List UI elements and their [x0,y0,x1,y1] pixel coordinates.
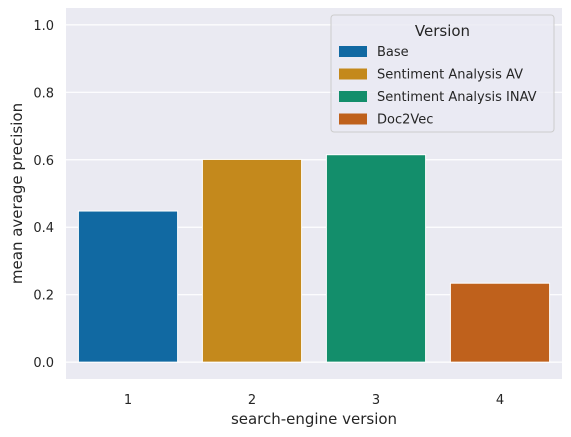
y-tick-label: 0.6 [33,154,54,169]
legend-box [330,14,555,133]
legend-title: Version [415,22,470,40]
y-axis-ticks: 0.0 0.2 0.4 0.6 0.8 1.0 [33,19,54,371]
legend-label: Sentiment Analysis INAV [377,90,537,105]
bars [77,154,551,363]
legend: Version Base Sentiment Analysis AV Sentime… [330,14,555,133]
y-tick-label: 0.2 [33,289,54,304]
bar-2 [201,158,303,363]
y-tick-label: 1.0 [33,19,54,34]
legend-swatch [339,46,367,57]
bar-1 [77,210,179,363]
legend-swatch [339,113,367,125]
x-axis-ticks: 1 2 3 4 [124,393,504,408]
x-axis-label: search-engine version [231,410,397,428]
bar-4 [449,282,551,363]
y-tick-label: 0.8 [33,86,54,101]
x-tick-label: 1 [124,393,132,408]
bar-3 [325,154,427,363]
x-tick-label: 2 [248,393,256,408]
legend-label: Sentiment Analysis AV [377,68,523,83]
y-tick-label: 0.4 [33,221,54,236]
legend-label: Base [377,45,409,60]
legend-label: Doc2Vec [377,113,433,128]
legend-swatch [339,68,367,80]
legend-entries: Base Sentiment Analysis AV Sentiment Analy… [339,45,537,128]
y-tick-label: 0.0 [33,356,54,371]
x-tick-label: 3 [372,393,380,408]
y-axis-label: mean average precision [8,103,26,284]
legend-swatch [339,91,367,102]
x-tick-label: 4 [496,393,504,408]
